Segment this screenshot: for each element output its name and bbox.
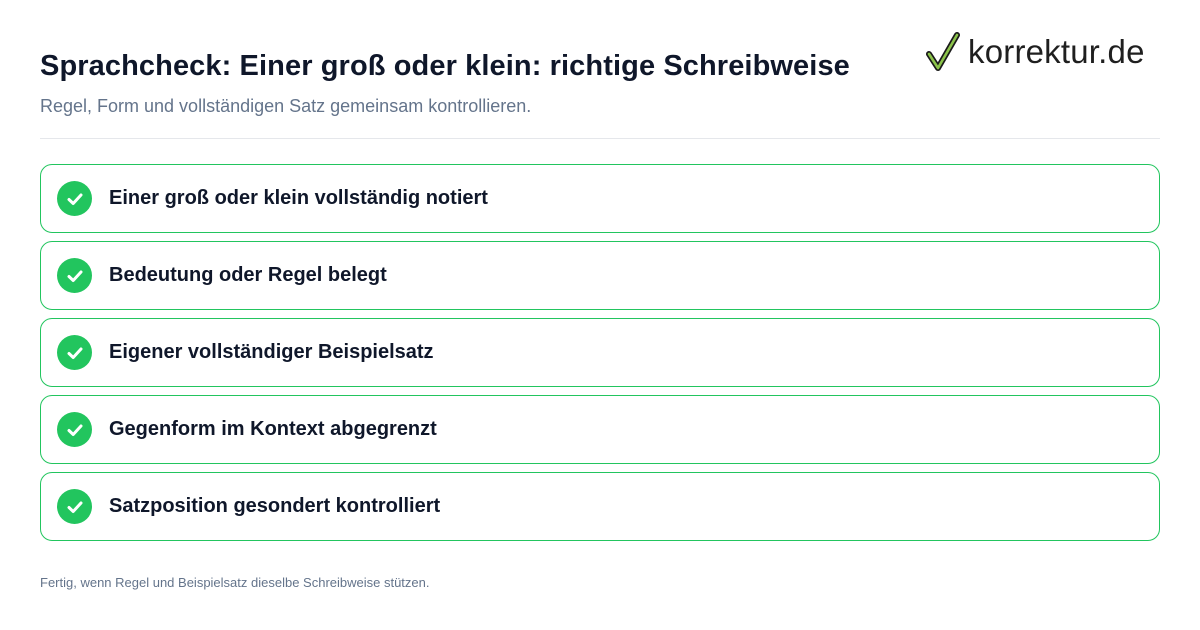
check-circle-icon — [57, 489, 92, 524]
footer-note: Fertig, wenn Regel und Beispielsatz dies… — [40, 575, 430, 590]
checklist-item: Einer groß oder klein vollständig notier… — [40, 164, 1160, 233]
checklist-item: Satzposition gesondert kontrolliert — [40, 472, 1160, 541]
page-subtitle: Regel, Form und vollständigen Satz gemei… — [40, 96, 532, 116]
checklist-item: Gegenform im Kontext abgegrenzt — [40, 395, 1160, 464]
checklist-item-label: Bedeutung oder Regel belegt — [109, 264, 387, 286]
check-circle-icon — [57, 258, 92, 293]
checklist-item-label: Gegenform im Kontext abgegrenzt — [109, 418, 437, 440]
logo-text: korrektur.de — [968, 33, 1145, 70]
checklist-item-label: Satzposition gesondert kontrolliert — [109, 495, 441, 517]
check-circle-icon — [57, 412, 92, 447]
brand-logo[interactable]: korrektur.de — [926, 30, 1145, 74]
checklist-item: Eigener vollständiger Beispielsatz — [40, 318, 1160, 387]
check-circle-icon — [57, 181, 92, 216]
header-divider — [40, 138, 1160, 139]
page-title: Sprachcheck: Einer groß oder klein: rich… — [40, 50, 850, 82]
checklist-item-label: Eigener vollständiger Beispielsatz — [109, 341, 434, 363]
checkmark-icon — [926, 32, 960, 72]
checklist-item-label: Einer groß oder klein vollständig notier… — [109, 187, 488, 209]
check-circle-icon — [57, 335, 92, 370]
checklist-item: Bedeutung oder Regel belegt — [40, 241, 1160, 310]
checklist: Einer groß oder klein vollständig notier… — [40, 164, 1160, 549]
